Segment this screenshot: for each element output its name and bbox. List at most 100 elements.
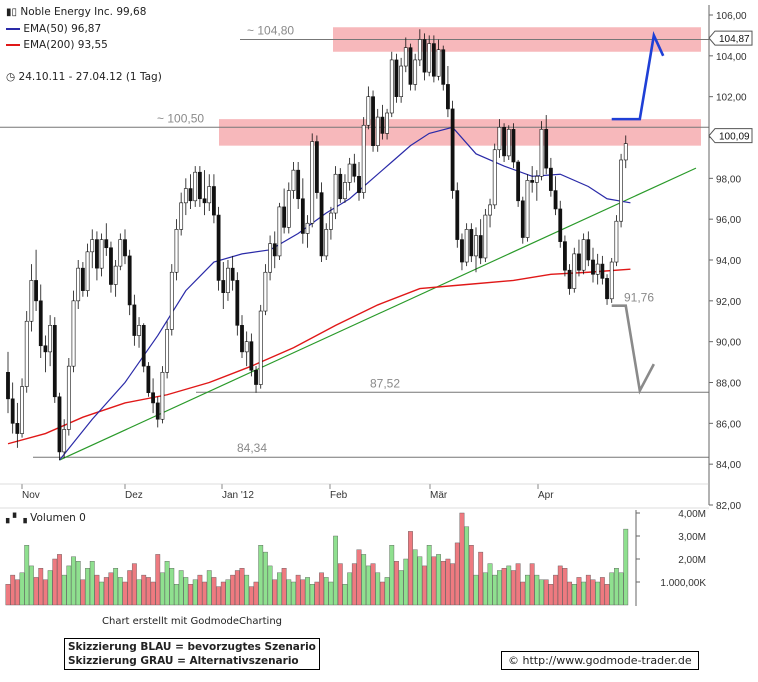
level-label: ~ 100,50 (157, 111, 204, 125)
x-tick-label: Nov (22, 490, 40, 501)
volume-bar (478, 551, 484, 606)
volume-bar (309, 584, 315, 606)
candle-body (296, 169, 301, 200)
candle-body (441, 49, 446, 85)
candle-body (95, 239, 99, 269)
date-range: ◷ 24.10.11 - 27.04.12 (1 Tag) (6, 70, 162, 84)
volume-bar (314, 581, 320, 606)
scenario-note-grey: Skizzierung GRAU = Alternativszenario (68, 655, 299, 667)
volume-bar (365, 565, 371, 606)
source-link[interactable]: © http://www.godmode-trader.de (501, 651, 699, 670)
candle-body (422, 39, 427, 73)
volume-bar (234, 570, 240, 606)
candle-body (572, 253, 577, 289)
volume-bar (188, 584, 193, 606)
candle-body (553, 190, 558, 210)
trendline (59, 167, 697, 461)
volume-bar (131, 563, 137, 606)
candle-body (403, 47, 408, 67)
volume-bar (103, 577, 109, 606)
candle-body (385, 112, 389, 134)
volume-bar (431, 556, 437, 606)
candle-body (347, 163, 352, 183)
x-tick-label: Mär (430, 490, 448, 501)
candle-body (38, 300, 43, 347)
candle-body (605, 278, 609, 300)
candle-body (151, 392, 155, 404)
candle-body (230, 267, 235, 281)
candle-body (567, 269, 572, 289)
candle-body (520, 200, 525, 238)
candle-body (20, 386, 24, 434)
candle-body (310, 141, 315, 224)
ema200-label: EMA(200) 93,55 (23, 39, 108, 51)
volume-bar (525, 574, 530, 606)
candle-body (614, 220, 619, 263)
resistance-zone (219, 119, 701, 146)
price-tick-label: 94,00 (716, 256, 741, 267)
volume-bar (361, 554, 367, 606)
candle-body (43, 345, 48, 353)
volume-bar (141, 574, 147, 606)
candle-body (85, 251, 90, 291)
volume-bar (5, 584, 11, 606)
candle-body (48, 325, 53, 353)
volume-bar (529, 563, 535, 606)
volume-bar (57, 554, 62, 606)
volume-bar (248, 586, 254, 606)
volume-bar (408, 531, 413, 606)
volume-bar (272, 579, 278, 606)
candle-body (464, 229, 469, 263)
volume-bar (164, 561, 170, 606)
chart-credit: Chart erstellt mit GodmodeCharting (102, 616, 282, 627)
volume-bar (230, 574, 236, 606)
volume-bar (220, 581, 226, 606)
candle-body (141, 325, 146, 367)
volume-bar (206, 570, 212, 606)
candle-body (516, 161, 521, 202)
volume-bar (440, 561, 446, 606)
volume-bar (562, 568, 568, 606)
candle-body (113, 265, 118, 285)
candle-body (254, 369, 258, 385)
volume-tick-label: 3,00M (678, 532, 706, 543)
scenario-grey-path (611, 304, 655, 395)
volume-title: ▖▘▗ Volumen 0 (6, 512, 86, 524)
candle-body (174, 229, 179, 273)
candle-body (24, 320, 29, 387)
volume-bar (258, 545, 264, 606)
volume-bar (75, 561, 81, 606)
candle-body (530, 180, 535, 183)
volume-bar (412, 549, 418, 606)
candle-body (577, 253, 581, 271)
volume-bar (61, 574, 67, 606)
volume-bar (497, 570, 502, 606)
volume-bar (286, 579, 292, 606)
candle-body (483, 214, 488, 259)
volume-bar (202, 581, 207, 606)
candle-body (258, 310, 263, 385)
candle-body (6, 371, 10, 400)
candle-body (188, 188, 193, 202)
candle-body (240, 325, 244, 353)
candle-body (581, 239, 586, 271)
volume-bar (136, 579, 142, 606)
candle-body (212, 186, 216, 216)
price-tick-label: 82,00 (716, 501, 741, 512)
ema50-label: EMA(50) 96,87 (23, 23, 102, 35)
volume-bar (80, 579, 86, 606)
volume-bar (482, 572, 488, 606)
candle-body (291, 169, 296, 191)
candle-body (394, 59, 399, 97)
volume-bar (253, 581, 259, 606)
x-tick-label: Apr (538, 490, 554, 501)
volume-bar (14, 579, 20, 606)
volume-bar (85, 568, 90, 606)
volume-bar (239, 568, 245, 606)
volume-bar (445, 558, 451, 606)
candle-body (534, 175, 539, 183)
ema200-line (7, 268, 631, 445)
candle-body (417, 39, 422, 61)
candle-body (90, 239, 95, 253)
